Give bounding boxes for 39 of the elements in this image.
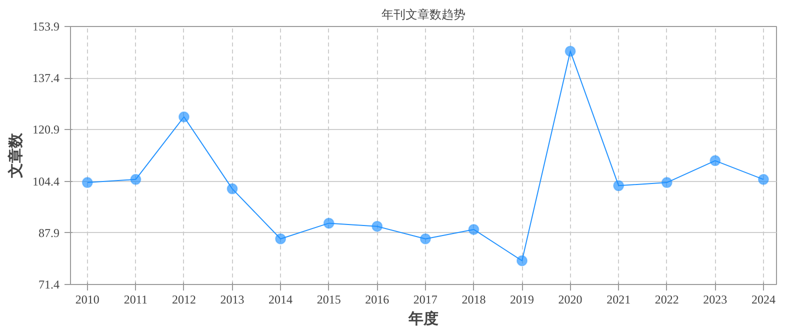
point (82, 177, 93, 188)
x-tick-label: 2011 (124, 292, 148, 306)
x-tick-label: 2016 (365, 292, 390, 306)
point (564, 46, 576, 57)
y-tick-label: 137.4 (32, 71, 60, 86)
x-tick-label: 2020 (558, 292, 582, 306)
x-axis-title: 年度 (408, 310, 438, 328)
y-tick-label: 104.4 (32, 174, 60, 188)
point (372, 220, 383, 232)
x-tick-label: 2017 (413, 292, 438, 306)
point (226, 183, 238, 194)
point (613, 180, 624, 192)
x-tick-label: 2013 (220, 292, 244, 306)
y-tick-label: 120.9 (32, 122, 60, 137)
point (758, 174, 769, 185)
point (275, 233, 286, 244)
point (420, 233, 431, 244)
x-tick-label: 2022 (654, 292, 679, 306)
y-tick-label: 71.4 (38, 278, 60, 292)
y-axis-title: 文章数 (6, 132, 24, 179)
x-tick-label: 2023 (703, 292, 728, 306)
x-tick-label: 2010 (75, 292, 100, 306)
point (178, 111, 190, 122)
point (516, 255, 528, 266)
point (661, 177, 672, 188)
point (710, 155, 721, 166)
point (323, 218, 334, 229)
x-tick-label: 2024 (751, 292, 776, 306)
x-tick-label: 2015 (316, 292, 341, 306)
x-tick-label: 2014 (268, 292, 293, 306)
x-tick-label: 2018 (462, 292, 486, 306)
point (130, 174, 142, 185)
x-tick-label: 2012 (172, 292, 196, 306)
y-tick-label: 87.9 (38, 226, 60, 240)
chart-title: 年刊文章数趋势 (382, 8, 466, 22)
point (468, 224, 480, 235)
y-tick-label: 153.9 (32, 20, 60, 34)
x-tick-label: 2019 (510, 292, 534, 306)
x-tick-label: 2021 (606, 292, 631, 306)
